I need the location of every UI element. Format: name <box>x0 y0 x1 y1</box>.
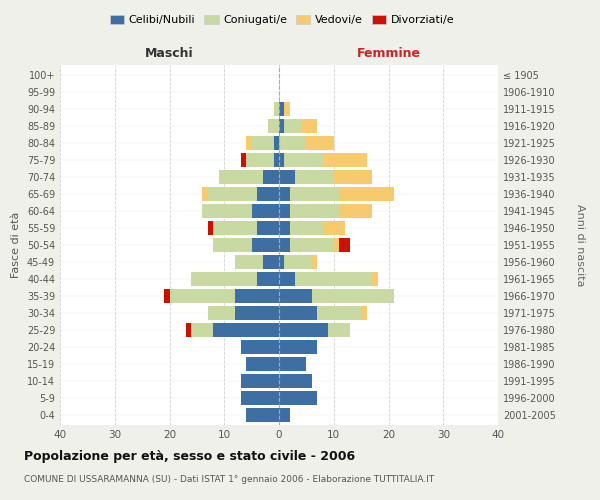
Bar <box>312 255 317 269</box>
Bar <box>279 238 290 252</box>
Bar <box>284 119 301 133</box>
Bar <box>263 255 279 269</box>
Bar <box>235 255 263 269</box>
Bar <box>246 408 279 422</box>
Bar <box>191 272 257 286</box>
Bar <box>164 289 169 303</box>
Bar <box>279 170 295 184</box>
Text: Femmine: Femmine <box>356 47 421 60</box>
Y-axis label: Fasce di età: Fasce di età <box>11 212 21 278</box>
Bar <box>208 221 214 235</box>
Bar <box>284 255 312 269</box>
Bar <box>214 323 279 337</box>
Bar <box>328 323 350 337</box>
Bar <box>219 170 263 184</box>
Text: COMUNE DI USSARAMANNA (SU) - Dati ISTAT 1° gennaio 2006 - Elaborazione TUTTITALI: COMUNE DI USSARAMANNA (SU) - Dati ISTAT … <box>24 475 434 484</box>
Bar <box>290 221 323 235</box>
Bar <box>279 204 290 218</box>
Bar <box>191 323 214 337</box>
Bar <box>284 153 323 167</box>
Bar <box>208 306 235 320</box>
Bar <box>279 119 284 133</box>
Bar <box>279 102 284 116</box>
Text: Maschi: Maschi <box>145 47 194 60</box>
Bar <box>241 374 279 388</box>
Bar <box>290 238 334 252</box>
Bar <box>290 204 339 218</box>
Bar <box>274 153 279 167</box>
Bar <box>301 119 317 133</box>
Bar <box>279 340 317 354</box>
Bar <box>339 238 350 252</box>
Bar <box>339 204 372 218</box>
Bar <box>334 170 372 184</box>
Text: Popolazione per età, sesso e stato civile - 2006: Popolazione per età, sesso e stato civil… <box>24 450 355 463</box>
Bar <box>274 136 279 150</box>
Bar <box>312 289 394 303</box>
Bar <box>268 119 279 133</box>
Legend: Celibi/Nubili, Coniugati/e, Vedovi/e, Divorziati/e: Celibi/Nubili, Coniugati/e, Vedovi/e, Di… <box>106 10 458 30</box>
Bar <box>295 272 372 286</box>
Bar <box>307 136 334 150</box>
Bar <box>279 221 290 235</box>
Bar <box>214 238 251 252</box>
Bar <box>241 391 279 405</box>
Bar <box>279 255 284 269</box>
Bar <box>279 374 312 388</box>
Bar <box>208 187 257 201</box>
Bar <box>284 102 290 116</box>
Bar <box>279 289 312 303</box>
Bar <box>279 306 317 320</box>
Bar <box>295 170 334 184</box>
Bar <box>274 102 279 116</box>
Bar <box>251 238 279 252</box>
Bar <box>279 391 317 405</box>
Bar <box>257 187 279 201</box>
Bar <box>214 221 257 235</box>
Bar <box>323 153 367 167</box>
Bar <box>235 306 279 320</box>
Bar <box>241 153 246 167</box>
Bar <box>279 357 307 371</box>
Bar <box>279 153 284 167</box>
Bar <box>246 136 251 150</box>
Bar <box>202 187 208 201</box>
Bar <box>279 323 328 337</box>
Bar <box>263 170 279 184</box>
Bar <box>169 289 235 303</box>
Bar <box>246 153 274 167</box>
Bar <box>257 221 279 235</box>
Bar <box>235 289 279 303</box>
Bar <box>323 221 345 235</box>
Bar <box>317 306 361 320</box>
Bar <box>241 340 279 354</box>
Bar <box>361 306 367 320</box>
Bar <box>334 238 339 252</box>
Bar <box>246 357 279 371</box>
Bar <box>257 272 279 286</box>
Bar <box>279 272 295 286</box>
Bar <box>290 187 339 201</box>
Bar <box>251 204 279 218</box>
Bar <box>339 187 394 201</box>
Bar <box>186 323 191 337</box>
Bar <box>372 272 377 286</box>
Y-axis label: Anni di nascita: Anni di nascita <box>575 204 585 286</box>
Bar <box>202 204 251 218</box>
Bar <box>251 136 274 150</box>
Bar <box>279 136 307 150</box>
Bar <box>279 408 290 422</box>
Bar <box>279 187 290 201</box>
